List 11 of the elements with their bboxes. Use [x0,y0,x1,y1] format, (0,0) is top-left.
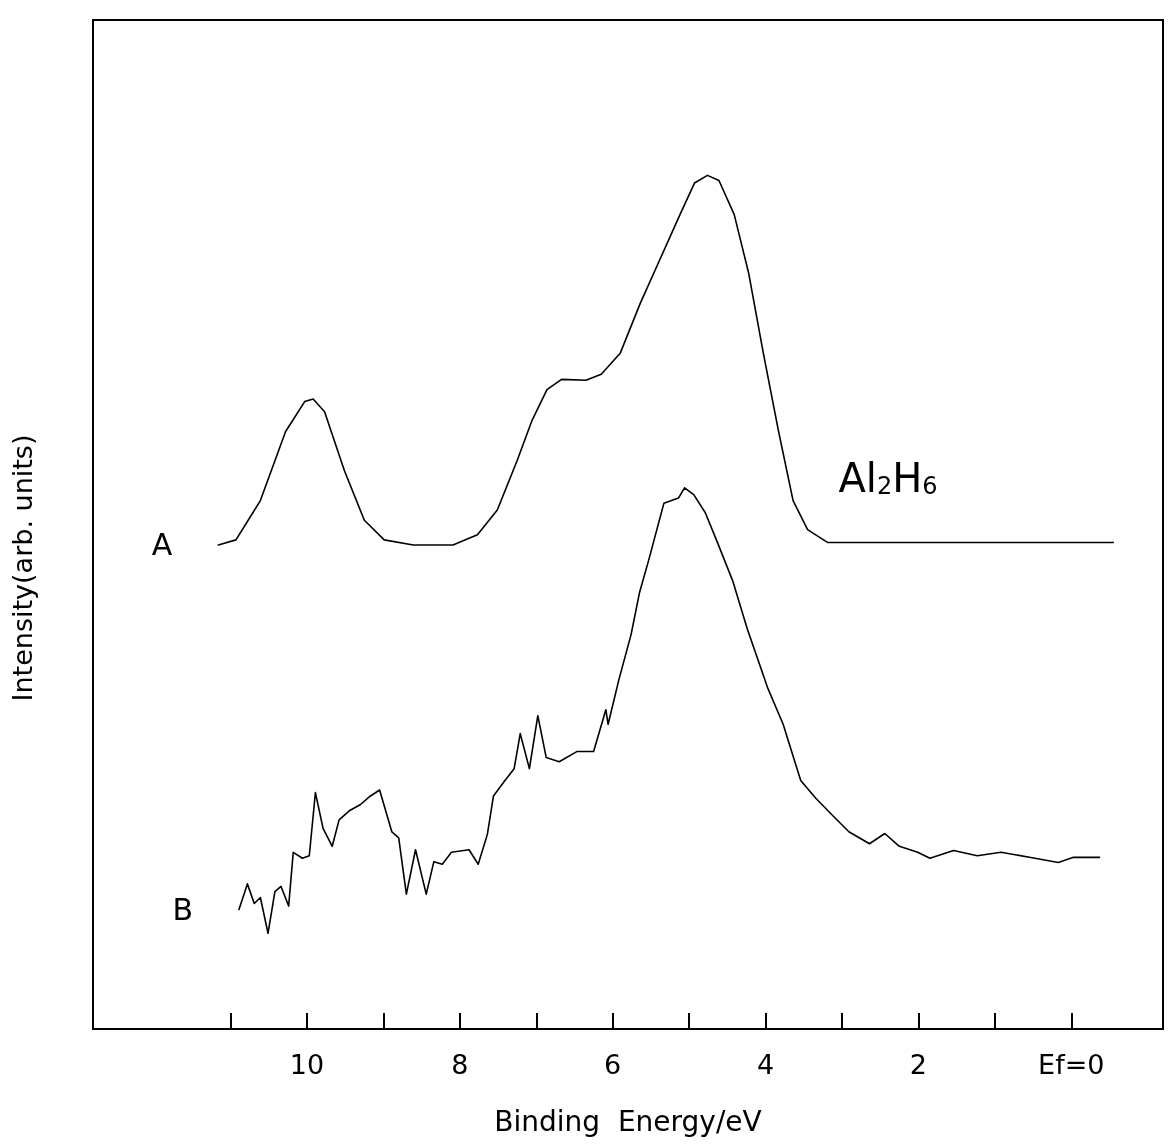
series-label: B [172,891,193,927]
x-tick-label: 8 [451,1049,469,1080]
x-tick-label: 4 [756,1049,775,1080]
y-axis-title: Intensity(arb. units) [6,434,38,702]
x-axis-title: Binding Energy/eV [494,1104,762,1138]
x-tick-label: 6 [604,1049,622,1080]
series-label: A [151,527,173,563]
x-tick-label: 2 [909,1049,928,1080]
annotation: Al2H6 [838,455,938,501]
x-tick-label: Ef=0 [1038,1049,1105,1080]
x-tick-label: 10 [289,1049,325,1080]
